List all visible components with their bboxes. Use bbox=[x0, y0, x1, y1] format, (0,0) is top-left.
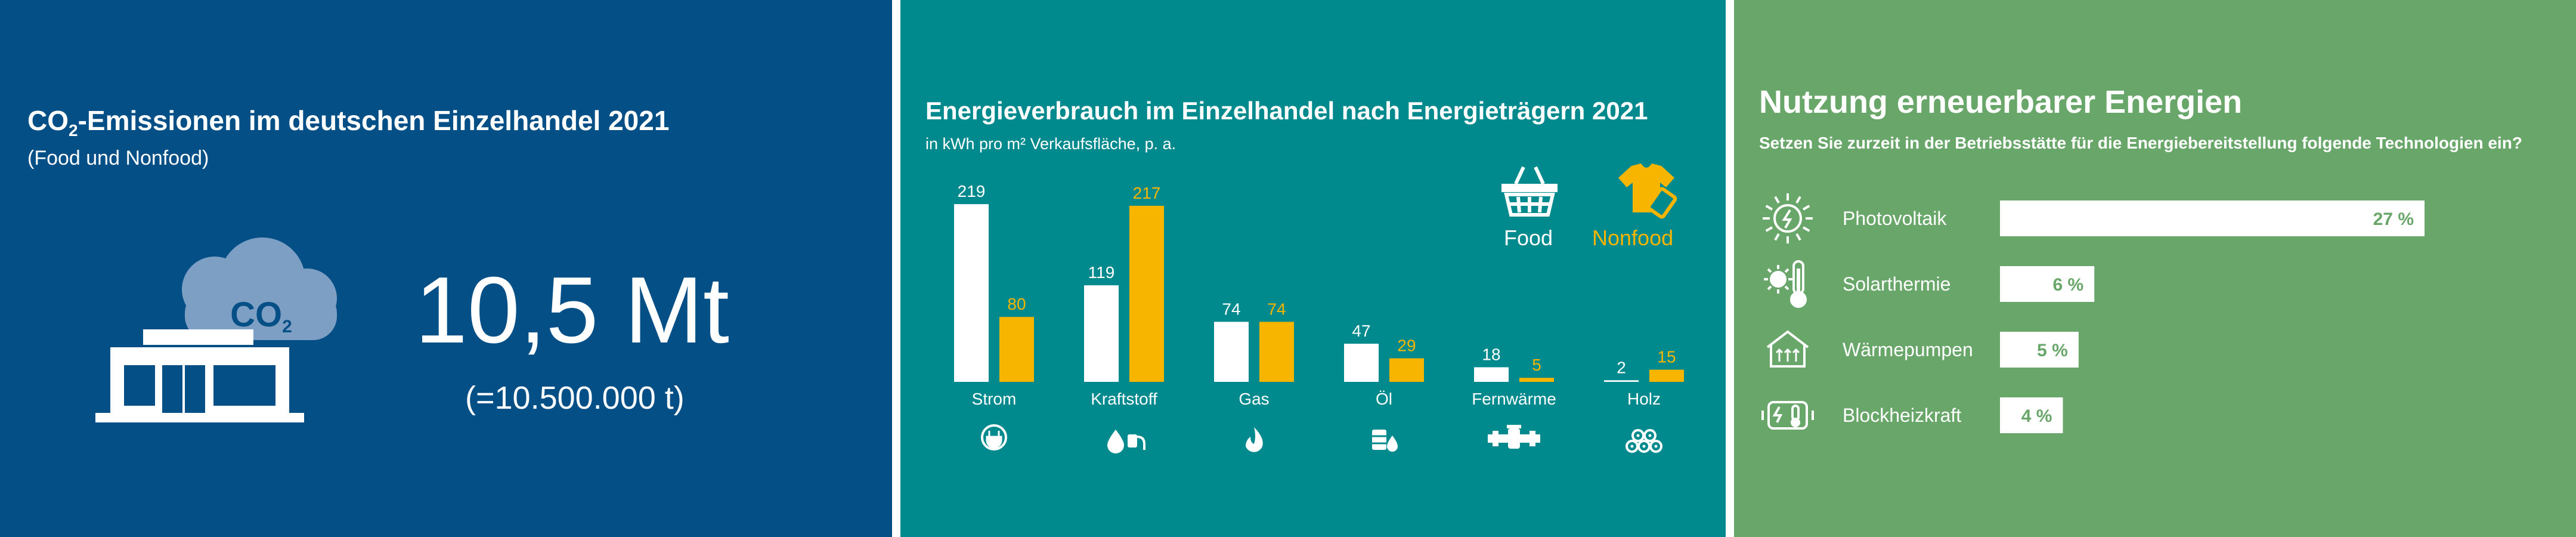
bar-nonfood-5 bbox=[1649, 369, 1684, 382]
renewable-title: Nutzung erneuerbarer Energien bbox=[1759, 84, 2243, 120]
category-label-5: Holz bbox=[1627, 390, 1661, 408]
renewable-category-label-0: Photovoltaik bbox=[1843, 208, 1947, 229]
co2-emissions-panel: CO2-Emissionen im deutschen Einzelhandel… bbox=[0, 0, 892, 537]
legend-nonfood-icon bbox=[1618, 163, 1677, 219]
legend-food-icon bbox=[1501, 166, 1558, 217]
chp-generator-icon bbox=[1761, 401, 1814, 430]
cloud-co-label: CO bbox=[230, 295, 282, 334]
energy-chart-unit: in kWh pro m² Verkaufsfläche, p. a. bbox=[925, 135, 1176, 153]
value-label-nonfood-0: 80 bbox=[1007, 295, 1026, 313]
renewable-bar-chart: 27 % Photovoltaik 6 % Solarthermie 5 % Wärmep… bbox=[1761, 193, 2425, 433]
value-label-nonfood-1: 217 bbox=[1133, 184, 1161, 202]
oil-barrel-icon bbox=[1372, 430, 1398, 452]
bar-food-5 bbox=[1604, 380, 1639, 382]
co2-value-detail: (=10.500.000 t) bbox=[465, 380, 685, 416]
renewable-energy-panel: Nutzung erneuerbarer Energien Setzen Sie… bbox=[1734, 0, 2576, 537]
plug-icon bbox=[981, 424, 1007, 450]
renewable-value-label-2: 5 % bbox=[2037, 341, 2068, 360]
store-co2-cloud-icon: CO2 bbox=[95, 237, 337, 422]
value-label-food-2: 74 bbox=[1222, 300, 1240, 318]
category-label-1: Kraftstoff bbox=[1091, 390, 1157, 408]
renewable-bar-1 bbox=[2000, 266, 2095, 302]
energy-consumption-panel: Energieverbrauch im Einzelhandel nach En… bbox=[900, 0, 1726, 537]
bar-food-1 bbox=[1084, 285, 1119, 382]
renewable-category-label-3: Blockheizkraft bbox=[1843, 405, 1961, 426]
bar-food-4 bbox=[1474, 367, 1509, 382]
value-label-food-0: 219 bbox=[958, 182, 986, 200]
energy-bar-chart: 219 80 Strom 119 217 Kraftstoff 74 74 Gas 47 29 Öl 1… bbox=[954, 182, 1684, 453]
legend-food-label: Food bbox=[1504, 226, 1553, 250]
bar-nonfood-2 bbox=[1259, 322, 1294, 382]
svg-text:CO2: CO2 bbox=[230, 295, 292, 337]
sun-thermometer-icon bbox=[1764, 260, 1807, 308]
bar-food-0 bbox=[954, 204, 989, 382]
value-label-nonfood-3: 29 bbox=[1397, 337, 1416, 355]
renewable-value-label-3: 4 % bbox=[2021, 406, 2052, 426]
value-label-nonfood-2: 74 bbox=[1267, 300, 1286, 318]
value-label-food-1: 119 bbox=[1088, 263, 1115, 282]
cloud-sub-label: 2 bbox=[282, 317, 292, 337]
bar-food-3 bbox=[1344, 344, 1379, 382]
value-label-food-4: 18 bbox=[1482, 345, 1500, 364]
renewable-category-label-2: Wärmepumpen bbox=[1843, 339, 1973, 360]
value-label-nonfood-4: 5 bbox=[1532, 356, 1541, 374]
renewable-bar-0 bbox=[2000, 200, 2425, 236]
category-label-0: Strom bbox=[972, 390, 1017, 408]
value-label-nonfood-5: 15 bbox=[1657, 348, 1676, 366]
bar-nonfood-4 bbox=[1519, 378, 1554, 382]
bar-nonfood-1 bbox=[1129, 205, 1164, 382]
solar-panel-sun-icon bbox=[1763, 193, 1813, 243]
wood-logs-icon bbox=[1626, 429, 1662, 453]
co2-cloud-icon: CO2 bbox=[182, 237, 337, 340]
bar-nonfood-3 bbox=[1389, 358, 1424, 382]
co2-subtitle: (Food und Nonfood) bbox=[27, 147, 209, 169]
fuel-pump-icon bbox=[1107, 430, 1145, 453]
renewable-bar-2 bbox=[2000, 332, 2079, 368]
district-heating-pipe-icon bbox=[1488, 425, 1540, 449]
flame-icon bbox=[1246, 427, 1263, 452]
renewable-value-label-0: 27 % bbox=[2373, 209, 2414, 229]
category-label-4: Fernwärme bbox=[1472, 390, 1556, 408]
renewable-bar-3 bbox=[2000, 397, 2063, 433]
bar-food-2 bbox=[1214, 322, 1249, 382]
renewable-subtitle: Setzen Sie zurzeit in der Betriebsstätte… bbox=[1759, 134, 2522, 152]
value-label-food-3: 47 bbox=[1352, 322, 1370, 340]
co2-title: CO2-Emissionen im deutschen Einzelhandel… bbox=[27, 105, 670, 140]
co2-value: 10,5 Mt bbox=[415, 258, 729, 363]
legend-nonfood-label: Nonfood bbox=[1592, 226, 1674, 250]
category-label-3: Öl bbox=[1376, 390, 1392, 408]
heat-pump-house-icon bbox=[1766, 330, 1809, 368]
value-label-food-5: 2 bbox=[1617, 358, 1626, 376]
category-label-2: Gas bbox=[1239, 390, 1269, 408]
energy-chart-title: Energieverbrauch im Einzelhandel nach En… bbox=[925, 97, 1648, 125]
renewable-category-label-1: Solarthermie bbox=[1843, 273, 1950, 295]
tshirt-tag-icon bbox=[1618, 163, 1677, 219]
bar-nonfood-0 bbox=[999, 317, 1034, 382]
shopping-basket-icon bbox=[1501, 166, 1558, 217]
renewable-value-label-1: 6 % bbox=[2053, 275, 2084, 295]
store-icon bbox=[95, 329, 304, 422]
